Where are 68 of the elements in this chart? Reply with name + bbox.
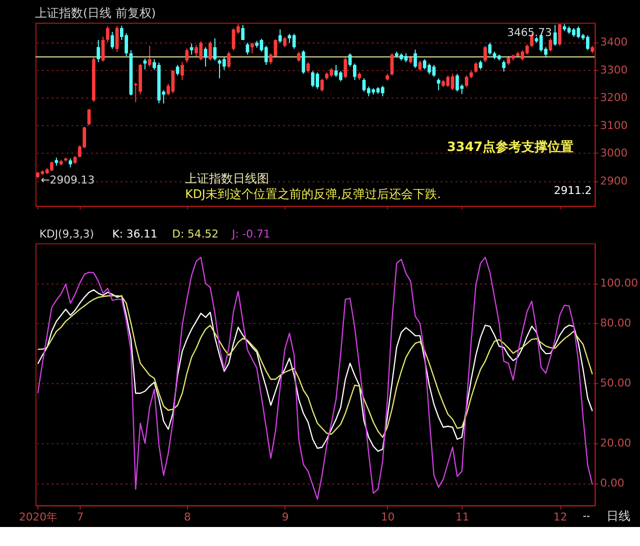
candlestick (353, 63, 356, 80)
candlestick (348, 52, 352, 68)
candlestick (553, 24, 557, 46)
candlestick (115, 26, 119, 52)
candlestick (283, 36, 286, 48)
candlestick (87, 108, 91, 126)
x-tick-label: 11 (455, 510, 470, 524)
y-tick-label: 50.00 (600, 376, 632, 390)
candlestick (148, 45, 152, 68)
candlestick (436, 78, 440, 91)
y-tick-label: 100.00 (600, 276, 638, 290)
x-tick-label: 9 (282, 510, 289, 524)
candlestick (558, 23, 562, 46)
candlestick (464, 74, 468, 88)
y-tick-label: 3300 (600, 63, 628, 76)
annotation: ←2909.13 (40, 173, 95, 186)
x-tick-label: 2020年 (18, 510, 58, 524)
y-tick-label: 3200 (600, 91, 628, 104)
candlestick (110, 31, 114, 50)
candlestick (502, 60, 506, 72)
y-tick-label: 3400 (600, 36, 628, 49)
chart-title: 上证指数(日线 前复权) (34, 6, 156, 20)
candlestick (180, 62, 184, 80)
text: D: 54.52 (172, 227, 219, 240)
x-tick-label: 10 (380, 510, 395, 524)
candlestick (302, 50, 306, 74)
y-tick-label: 20.00 (600, 436, 632, 450)
candlestick (213, 38, 217, 61)
text: -- (582, 511, 590, 522)
candlestick (484, 45, 487, 63)
y-tick-label: 3000 (600, 146, 628, 160)
annotation: 上证指数日线图 (185, 171, 270, 186)
x-tick-label: 8 (184, 510, 191, 524)
candlestick (390, 52, 394, 76)
candlestick (106, 26, 110, 43)
text: K: 36.11 (112, 227, 158, 240)
x-tick-label: 7 (76, 510, 84, 524)
text: J: -0.71 (230, 227, 270, 240)
candlestick (208, 40, 212, 61)
chart-title: KDJ(9,3,3) (39, 227, 94, 240)
candlestick (525, 44, 529, 56)
text: 日线 (606, 508, 631, 523)
annotation: 3347点参考支撑位置 (447, 138, 574, 155)
y-tick-label: 0.00 (600, 476, 624, 490)
annotation: 3465.73 (507, 26, 552, 39)
candlestick (96, 39, 100, 63)
candlestick (488, 42, 492, 56)
candlestick (185, 48, 189, 64)
candlestick (414, 49, 417, 68)
candlestick (176, 64, 180, 76)
candlestick (241, 24, 245, 40)
candlestick (344, 56, 348, 79)
candlestick (250, 42, 254, 54)
x-tick-label: 12 (553, 510, 568, 524)
candlestick (227, 51, 231, 69)
annotation: 2911.2 (554, 184, 592, 198)
candlestick (474, 62, 478, 74)
y-tick-label: 80.00 (600, 316, 632, 330)
line-series (37, 256, 593, 500)
candlestick (278, 28, 282, 44)
annotation: KDJ未到这个位置之前的反弹,反弹过后还会下跌. (185, 187, 441, 202)
candlestick (380, 85, 384, 97)
candlestick (418, 60, 422, 72)
candlestick (292, 33, 296, 50)
y-tick-label: 3100 (600, 118, 628, 132)
candlestick (297, 51, 300, 62)
candlestick (306, 62, 310, 74)
y-tick-label: 2900 (600, 174, 628, 188)
